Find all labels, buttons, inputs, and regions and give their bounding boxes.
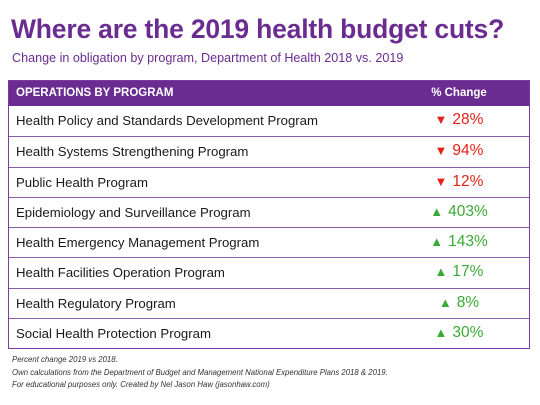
table-body: Health Policy and Standards Development … (9, 106, 529, 348)
program-change-table: OPERATIONS BY PROGRAM % Change Health Po… (8, 80, 530, 349)
percent-change-value: 8% (456, 293, 480, 311)
percent-change-value: 94% (452, 142, 484, 160)
percent-change-value: 403% (448, 202, 488, 220)
table-row: Public Health Program ▼ 12% (9, 166, 529, 197)
footnote-source: Own calculations from the Department of … (12, 367, 388, 377)
percent-change-value: 12% (452, 172, 484, 190)
decrease-arrow-icon: ▼ (434, 173, 448, 189)
decrease-arrow-icon: ▼ (434, 112, 448, 127)
percent-change-value: 30% (452, 323, 484, 341)
increase-arrow-icon: ▲ (438, 294, 452, 310)
table-row: Health Facilities Operation Program ▲ 17% (9, 257, 529, 287)
decrease-arrow-icon: ▼ (434, 143, 448, 159)
percent-change: ▲ 143% (401, 233, 517, 251)
table-row: Health Emergency Management Program ▲ 143% (9, 227, 529, 257)
percent-change: ▼ 12% (401, 173, 517, 191)
percent-change: ▲ 403% (401, 203, 517, 221)
increase-arrow-icon: ▲ (430, 234, 444, 249)
program-name: Epidemiology and Surveillance Program (16, 204, 251, 220)
program-name: Health Regulatory Program (16, 295, 176, 311)
percent-change-value: 143% (448, 233, 488, 250)
footnote-percent-change: Percent change 2019 vs 2018. (12, 355, 118, 364)
program-name: Health Emergency Management Program (16, 235, 260, 250)
program-name: Health Facilities Operation Program (16, 265, 225, 281)
table-row: Social Health Protection Program ▲ 30% (9, 317, 529, 348)
increase-arrow-icon: ▲ (434, 324, 448, 340)
column-header-program: OPERATIONS BY PROGRAM (16, 87, 174, 99)
percent-change: ▲ 30% (401, 324, 517, 342)
program-name: Social Health Protection Program (16, 325, 211, 341)
column-header-change: % Change (431, 87, 487, 99)
footnote-credit: For educational purposes only. Created b… (12, 380, 270, 389)
program-name: Health Policy and Standards Development … (16, 113, 319, 128)
increase-arrow-icon: ▲ (434, 264, 448, 280)
table-header: OPERATIONS BY PROGRAM % Change (9, 81, 529, 106)
table-row: Health Regulatory Program ▲ 8% (9, 287, 529, 318)
table-row: Health Policy and Standards Development … (9, 106, 529, 136)
percent-change-value: 17% (452, 263, 484, 281)
increase-arrow-icon: ▲ (430, 203, 444, 219)
chart-subtitle: Change in obligation by program, Departm… (12, 51, 404, 65)
table-row: Epidemiology and Surveillance Program ▲ 40… (9, 196, 529, 227)
percent-change: ▲ 17% (401, 263, 517, 281)
percent-change: ▲ 8% (401, 294, 517, 312)
percent-change-value: 28% (452, 111, 484, 128)
chart-title: Where are the 2019 health budget cuts? (11, 14, 505, 44)
percent-change: ▼ 94% (401, 142, 517, 160)
program-name: Health Systems Strengthening Program (16, 144, 249, 160)
footnotes: Percent change 2019 vs 2018. Own calcula… (12, 354, 388, 392)
program-name: Public Health Program (16, 174, 148, 190)
percent-change: ▼ 28% (401, 111, 517, 129)
table-row: Health Systems Strengthening Program ▼ 94% (9, 136, 529, 166)
